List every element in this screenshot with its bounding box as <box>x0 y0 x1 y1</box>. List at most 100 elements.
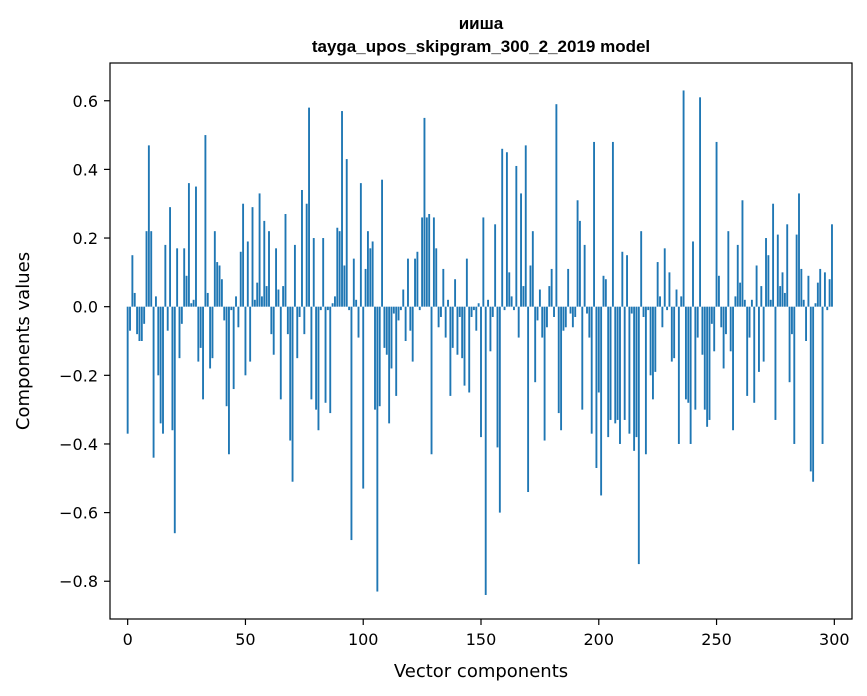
bar-component-250 <box>715 141 718 307</box>
bar-component-68 <box>286 306 289 335</box>
bar-component-225 <box>656 262 659 307</box>
bar-component-61 <box>270 306 273 335</box>
bar-component-147 <box>472 306 475 311</box>
bar-component-131 <box>435 248 438 307</box>
chart-subtitle: tayga_upos_skipgram_300_2_2019 model <box>312 37 650 56</box>
bar-component-93 <box>345 159 348 307</box>
bar-component-299 <box>831 224 833 307</box>
bar-component-50 <box>244 306 247 376</box>
bar-component-286 <box>800 268 803 307</box>
bar-component-25 <box>185 275 188 307</box>
bar-component-9 <box>147 145 150 307</box>
y-tick-label: 0.0 <box>73 298 98 317</box>
bar-component-31 <box>199 306 202 348</box>
bar-component-33 <box>204 135 207 307</box>
bar-component-283 <box>793 306 796 444</box>
bar-component-290 <box>809 306 812 472</box>
bar-component-238 <box>687 306 690 403</box>
bar-component-218 <box>640 231 643 307</box>
bar-component-32 <box>202 306 204 400</box>
bar-component-206 <box>611 141 614 307</box>
bar-component-52 <box>249 306 252 362</box>
bar-component-208 <box>616 306 619 420</box>
bar-component-64 <box>277 289 280 307</box>
bar-component-296 <box>823 272 826 307</box>
bar-component-223 <box>652 306 654 400</box>
bar-component-180 <box>550 268 553 307</box>
bar-component-217 <box>637 306 640 565</box>
bar-component-278 <box>781 272 784 307</box>
x-axis-label: Vector components <box>394 661 568 682</box>
bar-component-133 <box>440 306 442 317</box>
bar-component-235 <box>680 296 683 307</box>
bar-component-59 <box>265 286 268 307</box>
bar-component-28 <box>192 299 195 307</box>
bar-component-99 <box>359 183 362 307</box>
bar-component-134 <box>442 268 445 307</box>
bar-component-150 <box>480 306 482 438</box>
bar-component-136 <box>447 299 449 307</box>
bar-component-262 <box>743 299 746 307</box>
bar-component-6 <box>140 306 143 341</box>
bar-component-119 <box>407 258 409 307</box>
bar-component-269 <box>760 286 763 307</box>
bar-component-298 <box>828 279 831 307</box>
bar-component-4 <box>136 306 139 335</box>
bar-component-120 <box>409 306 412 331</box>
bar-component-144 <box>465 258 468 307</box>
bar-component-245 <box>703 306 706 410</box>
bar-component-163 <box>510 296 513 307</box>
bar-component-106 <box>376 306 379 592</box>
bar-series <box>126 90 833 595</box>
bar-component-165 <box>515 165 518 307</box>
bar-component-256 <box>729 306 732 352</box>
bar-component-274 <box>772 203 775 307</box>
bar-component-42 <box>225 306 228 407</box>
bar-component-74 <box>301 189 303 307</box>
bar-component-3 <box>133 292 136 307</box>
bar-component-69 <box>289 306 292 441</box>
bar-component-135 <box>444 306 447 338</box>
bar-component-60 <box>268 231 270 307</box>
bar-component-243 <box>699 97 701 307</box>
bar-component-72 <box>296 306 299 359</box>
bar-component-177 <box>543 306 546 441</box>
bar-component-195 <box>586 306 588 314</box>
bar-component-47 <box>237 306 240 328</box>
bar-component-127 <box>425 217 428 307</box>
bar-component-193 <box>581 306 584 410</box>
bar-component-166 <box>517 306 520 338</box>
bar-component-129 <box>430 306 433 455</box>
bar-component-173 <box>534 306 537 383</box>
x-tick-label: 200 <box>584 630 615 649</box>
bar-component-86 <box>329 306 332 414</box>
bar-component-27 <box>190 303 193 307</box>
bar-component-153 <box>487 299 489 307</box>
bar-component-57 <box>260 296 263 307</box>
bar-component-14 <box>159 306 162 424</box>
bar-component-190 <box>574 306 577 317</box>
bar-component-107 <box>378 306 381 407</box>
bar-component-46 <box>235 296 237 307</box>
bar-component-137 <box>449 306 452 396</box>
bar-component-160 <box>503 306 506 311</box>
bar-component-182 <box>555 104 558 307</box>
bar-component-242 <box>696 306 699 338</box>
bar-component-240 <box>692 241 694 307</box>
bar-component-71 <box>293 244 296 307</box>
bar-component-159 <box>501 148 504 307</box>
bar-component-183 <box>557 306 560 414</box>
bar-component-232 <box>673 306 676 359</box>
bar-component-289 <box>807 275 810 307</box>
bar-component-261 <box>741 200 744 307</box>
bar-component-117 <box>402 289 405 307</box>
bar-component-24 <box>183 248 186 307</box>
bar-component-41 <box>223 306 226 321</box>
bar-component-8 <box>145 231 148 307</box>
bar-component-229 <box>666 306 669 311</box>
bar-component-268 <box>758 306 760 372</box>
bar-component-252 <box>720 306 723 328</box>
bar-component-146 <box>470 306 473 317</box>
bar-component-39 <box>218 265 221 307</box>
bar-component-36 <box>211 306 214 359</box>
